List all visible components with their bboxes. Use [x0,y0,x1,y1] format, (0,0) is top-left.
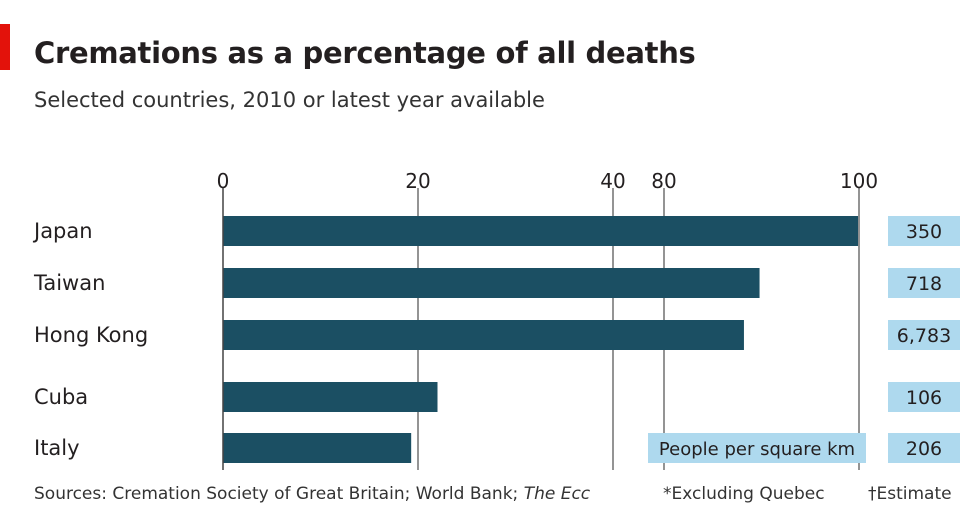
density-box [888,433,960,463]
x-tick-label: 40 [600,169,625,193]
bar-cuba [223,382,438,412]
bar-taiwan [223,268,760,298]
x-tick-label: 20 [405,169,430,193]
density-value: 350 [906,221,942,243]
chart-title: Cremations as a percentage of all deaths [34,36,696,70]
chart-subtitle: Selected countries, 2010 or latest year … [34,88,545,112]
bar-chart: 0 20 40 80 100 Japan 350 Taiwan 718 Hong Kong 6,78… [32,169,960,470]
density-value: 206 [906,438,942,460]
x-tick-label: 0 [217,169,230,193]
density-value: 106 [906,387,942,409]
density-label-box [648,433,866,463]
category-label: Italy [34,436,80,460]
footnote-quebec: *Excluding Quebec [663,484,825,504]
source-note: Sources: Cremation Society of Great Brit… [34,484,590,504]
density-box [888,216,960,246]
x-tick-label: 80 [651,169,676,193]
category-label: Cuba [34,385,88,409]
density-label: People per square km [659,439,855,460]
density-value: 6,783 [897,325,951,347]
x-tick-label: 100 [840,169,878,193]
density-box [888,268,960,298]
bar-hong-kong [223,320,744,350]
footnote-estimate: †Estimate [868,484,952,504]
category-label: Taiwan [33,271,105,295]
bar-italy [223,433,412,463]
source-prefix: Sources: Cremation Society of Great Brit… [34,484,519,504]
density-value: 718 [906,273,942,295]
source-italic: The Ecc [523,484,591,504]
density-box [888,382,960,412]
category-label: Japan [32,219,93,243]
accent-tab [0,24,10,70]
category-label: Hong Kong [34,323,148,347]
density-box [888,320,960,350]
bar-japan [223,216,859,246]
